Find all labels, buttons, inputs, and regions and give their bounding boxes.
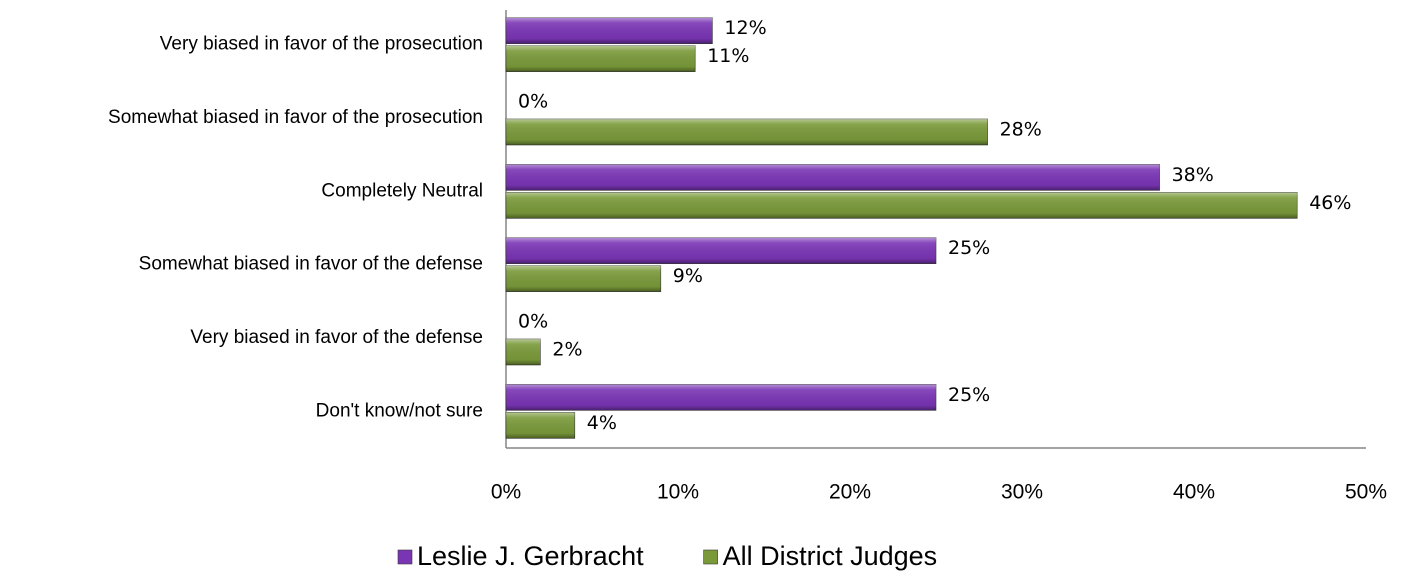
category-label: Don't know/not sure — [316, 400, 483, 421]
bar-shade — [506, 17, 713, 44]
category-label: Very biased in favor of the defense — [190, 327, 483, 348]
bar-shade — [506, 237, 936, 264]
value-label: 11% — [707, 45, 749, 67]
value-label: 46% — [1309, 192, 1351, 214]
category-label: Completely Neutral — [321, 180, 483, 201]
x-tick-label: 20% — [829, 481, 871, 504]
bar-shade — [506, 412, 575, 439]
value-label: 25% — [948, 237, 990, 259]
x-tick-label: 0% — [491, 481, 521, 504]
bar-shade — [506, 339, 541, 365]
legend-label: All District Judges — [723, 541, 938, 571]
legend-swatch — [703, 549, 718, 565]
value-label: 38% — [1172, 164, 1214, 186]
x-tick-label: 10% — [657, 481, 699, 504]
value-label: 4% — [587, 412, 617, 434]
x-tick-label: 30% — [1001, 481, 1043, 504]
legend-swatch — [397, 549, 413, 565]
value-label: 2% — [552, 339, 582, 361]
category-label: Somewhat biased in favor of the defense — [139, 254, 483, 275]
value-label: 25% — [948, 384, 990, 406]
legend-label: Leslie J. Gerbracht — [417, 541, 644, 571]
value-label: 12% — [724, 17, 766, 39]
bar-shade — [506, 45, 696, 72]
x-tick-label: 40% — [1173, 481, 1215, 504]
category-label: Very biased in favor of the prosecution — [160, 34, 483, 55]
value-label: 0% — [518, 91, 548, 113]
bar-shade — [506, 265, 661, 292]
bar-shade — [506, 192, 1298, 219]
category-label: Somewhat biased in favor of the prosecut… — [108, 107, 483, 128]
bar-shade — [506, 119, 988, 145]
x-tick-label: 50% — [1345, 481, 1387, 504]
value-label: 9% — [673, 265, 703, 287]
value-label: 0% — [518, 311, 548, 333]
value-label: 28% — [1000, 119, 1042, 141]
bar-shade — [506, 384, 936, 411]
bar-shade — [506, 164, 1160, 191]
